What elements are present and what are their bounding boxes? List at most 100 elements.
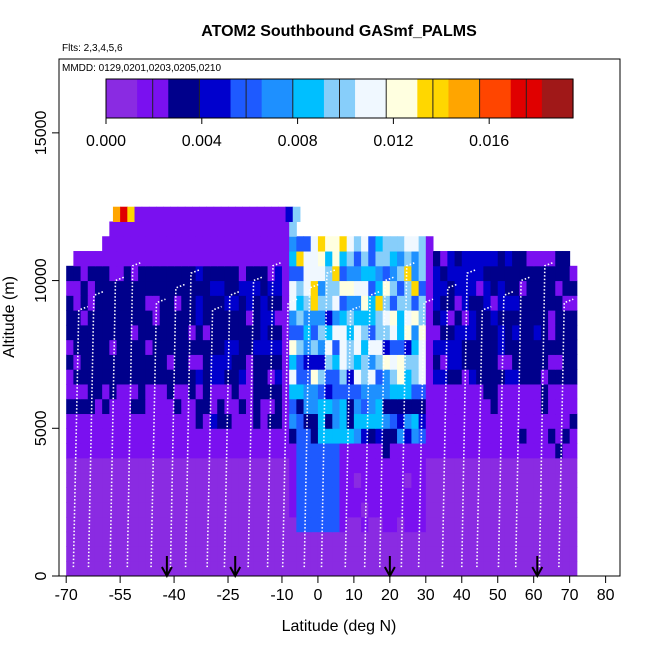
heatmap-cell — [368, 428, 376, 444]
heatmap-cell — [361, 457, 369, 474]
heatmap-cell — [569, 369, 578, 385]
x-tick-label: -40 — [163, 587, 186, 604]
heatmap-cell — [73, 324, 82, 341]
heatmap-cell — [138, 546, 146, 562]
heatmap-cell — [73, 428, 82, 444]
heatmap-cell — [433, 443, 441, 459]
heatmap-cell — [504, 516, 513, 533]
heatmap-cell — [512, 383, 520, 400]
heatmap-cell — [267, 413, 276, 429]
heatmap-cell — [526, 310, 535, 326]
heatmap-cell — [296, 561, 305, 576]
heatmap-cell — [188, 546, 197, 562]
heatmap-cell — [447, 502, 456, 518]
heatmap-cell — [425, 487, 434, 503]
heatmap-cell — [188, 339, 197, 355]
heatmap-cell — [253, 236, 261, 252]
heatmap-cell — [281, 561, 290, 576]
heatmap-cell — [483, 339, 492, 355]
heatmap-cell — [361, 369, 369, 385]
heatmap-cell — [181, 339, 189, 355]
heatmap-cell — [303, 502, 312, 518]
heatmap-cell — [174, 516, 182, 533]
heatmap-cell — [94, 295, 103, 311]
colorbar: 0.000 0.004 0.008 0.012 0.016 — [86, 78, 574, 150]
heatmap-cell — [317, 413, 326, 429]
heatmap-cell — [289, 265, 297, 282]
heatmap-cell — [569, 383, 578, 400]
heatmap-cell — [425, 502, 434, 518]
heatmap-cell — [303, 457, 312, 474]
heatmap-cell — [483, 383, 492, 400]
heatmap-cell — [260, 413, 269, 429]
heatmap-cell — [461, 531, 470, 547]
flight-track — [400, 261, 417, 568]
heatmap-cell — [145, 236, 153, 252]
heatmap-cell — [533, 383, 542, 400]
heatmap-cell — [504, 502, 513, 518]
heatmap-cell — [303, 265, 312, 282]
heatmap-cell — [476, 265, 484, 282]
heatmap-cell — [281, 280, 290, 296]
heatmap-cell — [80, 516, 89, 533]
heatmap-cell — [440, 531, 448, 547]
heatmap-cell — [246, 531, 254, 547]
heatmap-cell — [375, 251, 384, 267]
heatmap-cell — [116, 443, 125, 459]
heatmap-cell — [116, 398, 125, 415]
x-tick-label: 80 — [597, 587, 615, 604]
heatmap-cell — [202, 369, 211, 385]
heatmap-cell — [317, 295, 326, 311]
heatmap-cell — [281, 221, 290, 237]
heatmap-cell — [210, 310, 218, 326]
heatmap-cell — [102, 369, 110, 385]
heatmap-cell — [289, 443, 297, 459]
heatmap-cell — [130, 428, 139, 444]
heatmap-cell — [166, 280, 175, 296]
heatmap-cell — [389, 398, 398, 415]
heatmap-cell — [339, 546, 348, 562]
heatmap-cell — [404, 310, 412, 326]
heatmap-cell — [310, 339, 319, 355]
colorbar-segment — [168, 79, 200, 118]
heatmap-cell — [353, 428, 362, 444]
heatmap-cell — [562, 443, 571, 459]
heatmap-cell — [210, 324, 218, 341]
heatmap-cell — [231, 428, 240, 444]
heatmap-cell — [210, 428, 218, 444]
heatmap-cell — [490, 251, 499, 267]
chart-title: ATOM2 Southbound GASmf_PALMS — [201, 23, 477, 40]
heatmap-cell — [281, 516, 290, 533]
heatmap-cell — [123, 369, 132, 385]
heatmap-cell — [389, 502, 398, 518]
x-tick-label: 10 — [345, 587, 363, 604]
heatmap-cell — [289, 354, 297, 370]
heatmap-cell — [425, 339, 434, 355]
heatmap-cell — [166, 531, 175, 547]
heatmap-cell — [483, 472, 492, 488]
heatmap-cell — [174, 457, 182, 474]
heatmap-cell — [519, 516, 527, 533]
heatmap-cell — [281, 531, 290, 547]
heatmap-cell — [382, 369, 391, 385]
heatmap-cell — [303, 413, 312, 429]
heatmap-cell — [368, 295, 376, 311]
heatmap-cell — [123, 487, 132, 503]
heatmap-cell — [447, 413, 456, 429]
heatmap-cell — [555, 413, 563, 429]
heatmap-cell — [375, 443, 384, 459]
heatmap-cell — [188, 516, 197, 533]
heatmap-cell — [246, 354, 254, 370]
heatmap-cell — [375, 236, 384, 252]
heatmap-cell — [569, 295, 578, 311]
heatmap-cell — [411, 236, 420, 252]
heatmap-cell — [382, 280, 391, 296]
heatmap-cell — [123, 546, 132, 562]
flight-track — [184, 268, 201, 568]
heatmap-cell — [375, 502, 384, 518]
heatmap-cell — [181, 561, 189, 576]
heatmap-cell — [188, 531, 197, 547]
heatmap-cell — [246, 546, 254, 562]
heatmap-cell — [497, 516, 506, 533]
heatmap-cell — [526, 383, 535, 400]
